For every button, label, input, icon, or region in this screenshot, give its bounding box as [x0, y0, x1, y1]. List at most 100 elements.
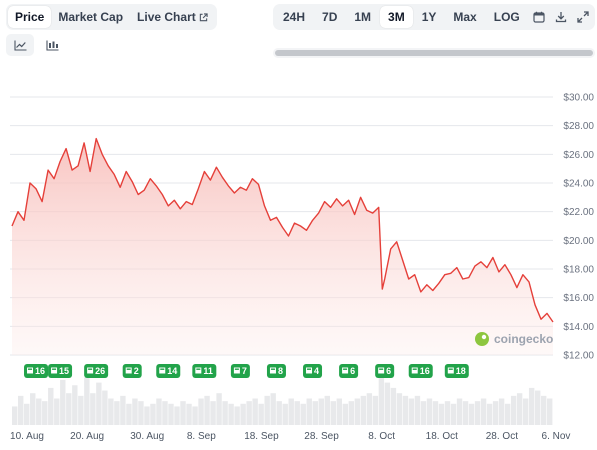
- tab-market-cap[interactable]: Market Cap: [51, 6, 130, 28]
- news-icon-line: [379, 368, 384, 370]
- event-count: 16: [35, 366, 45, 376]
- event-badge[interactable]: 6: [339, 364, 359, 378]
- news-icon-line: [448, 368, 453, 370]
- news-icon-line: [412, 368, 417, 370]
- tab-live-chart[interactable]: Live Chart: [130, 6, 215, 28]
- volume-bar: [468, 403, 475, 425]
- range-1m-button[interactable]: 1M: [346, 6, 379, 28]
- volume-bar: [378, 374, 385, 425]
- x-tick-label: 6. Nov: [542, 431, 571, 442]
- price-area: [12, 138, 553, 355]
- download-button[interactable]: [550, 6, 571, 28]
- volume-bar: [270, 393, 276, 425]
- event-badge[interactable]: 18: [444, 364, 469, 378]
- range-1m-label: 1M: [354, 10, 372, 24]
- x-tick-label: 8. Oct: [368, 431, 395, 442]
- event-badges[interactable]: 16 15 26 2 14 11 7 8 4 6 6 16 18: [24, 364, 469, 378]
- tab-price-label: Price: [15, 10, 45, 24]
- volume-bar: [216, 393, 222, 425]
- log-scale-button[interactable]: LOG: [486, 6, 528, 28]
- volume-bar: [462, 401, 469, 425]
- price-line[interactable]: [11, 137, 554, 323]
- volume-bar: [174, 406, 180, 425]
- event-badge[interactable]: 16: [408, 364, 433, 378]
- y-tick-label: $28.00: [563, 121, 594, 132]
- event-badge[interactable]: 4: [303, 364, 323, 378]
- news-icon: [233, 367, 240, 374]
- volume-bar: [528, 387, 535, 425]
- volume-bar: [282, 403, 288, 425]
- x-tick-label: 30. Aug: [130, 431, 164, 442]
- volume-bar: [252, 398, 258, 425]
- volume-bar: [24, 403, 30, 425]
- time-range-group: 24H 7D 1M 3M 1Y Max LOG: [273, 4, 595, 30]
- candlestick-chart-button[interactable]: [38, 34, 66, 56]
- news-icon-line: [343, 368, 348, 370]
- volume-bar: [480, 398, 487, 425]
- news-icon-line: [52, 368, 57, 370]
- volume-bar: [186, 403, 192, 425]
- event-badge[interactable]: 15: [48, 364, 73, 378]
- range-scrollbar-thumb[interactable]: [275, 50, 593, 56]
- event-count: 16: [420, 366, 430, 376]
- y-tick-label: $30.00: [563, 93, 594, 104]
- volume-bar: [510, 395, 517, 425]
- news-icon: [51, 367, 58, 374]
- range-max-button[interactable]: Max: [445, 6, 484, 28]
- volume-bar: [540, 395, 547, 425]
- range-1y-button[interactable]: 1Y: [414, 6, 445, 28]
- news-icon-line: [270, 368, 275, 370]
- volume-bars: [12, 374, 553, 425]
- tab-price[interactable]: Price: [8, 6, 52, 28]
- date-picker-button[interactable]: [529, 6, 550, 28]
- fullscreen-button[interactable]: [572, 6, 593, 28]
- y-tick-label: $22.00: [563, 207, 594, 218]
- volume-bar: [144, 406, 150, 425]
- volume-bar: [516, 393, 523, 425]
- volume-bar: [60, 379, 66, 425]
- coingecko-watermark: coingecko: [475, 332, 553, 346]
- volume-bar: [414, 395, 421, 425]
- x-tick-label: 8. Sep: [187, 431, 216, 442]
- event-badge-bg: [303, 364, 323, 378]
- volume-bar: [450, 403, 457, 425]
- event-badge[interactable]: 2: [122, 364, 142, 378]
- event-badge[interactable]: 26: [84, 364, 109, 378]
- volume-bar: [300, 403, 306, 425]
- volume-bar: [294, 401, 300, 425]
- event-badge[interactable]: 7: [230, 364, 250, 378]
- volume-bar: [204, 395, 210, 425]
- event-badge[interactable]: 16: [24, 364, 49, 378]
- event-badge[interactable]: 11: [192, 364, 217, 378]
- news-icon: [306, 367, 313, 374]
- range-3m-button[interactable]: 3M: [380, 6, 413, 28]
- line-chart-button[interactable]: [6, 34, 34, 56]
- volume-bar: [318, 398, 324, 425]
- volume-bar: [258, 403, 264, 425]
- volume-bar: [72, 385, 78, 425]
- news-icon-line: [126, 368, 131, 370]
- event-count: 11: [203, 366, 213, 376]
- volume-bar: [210, 401, 216, 425]
- event-badge-bg: [122, 364, 142, 378]
- volume-bar: [102, 390, 108, 425]
- y-tick-label: $24.00: [563, 179, 594, 190]
- volume-bar: [96, 382, 102, 425]
- event-badge[interactable]: 6: [375, 364, 395, 378]
- volume-bar: [306, 398, 312, 425]
- download-icon: [555, 12, 567, 23]
- range-7d-button[interactable]: 7D: [314, 6, 345, 28]
- range-24h-button[interactable]: 24H: [275, 6, 313, 28]
- x-tick-label: 18. Oct: [426, 431, 458, 442]
- y-tick-label: $20.00: [563, 236, 594, 247]
- event-badge[interactable]: 14: [156, 364, 181, 378]
- volume-bar: [444, 401, 451, 425]
- event-badge[interactable]: 8: [266, 364, 286, 378]
- volume-bar: [228, 403, 234, 425]
- calendar-icon: [533, 11, 545, 23]
- volume-bar: [198, 398, 204, 425]
- range-scrollbar[interactable]: [273, 48, 595, 58]
- news-icon: [342, 367, 349, 374]
- volume-bar: [18, 395, 24, 425]
